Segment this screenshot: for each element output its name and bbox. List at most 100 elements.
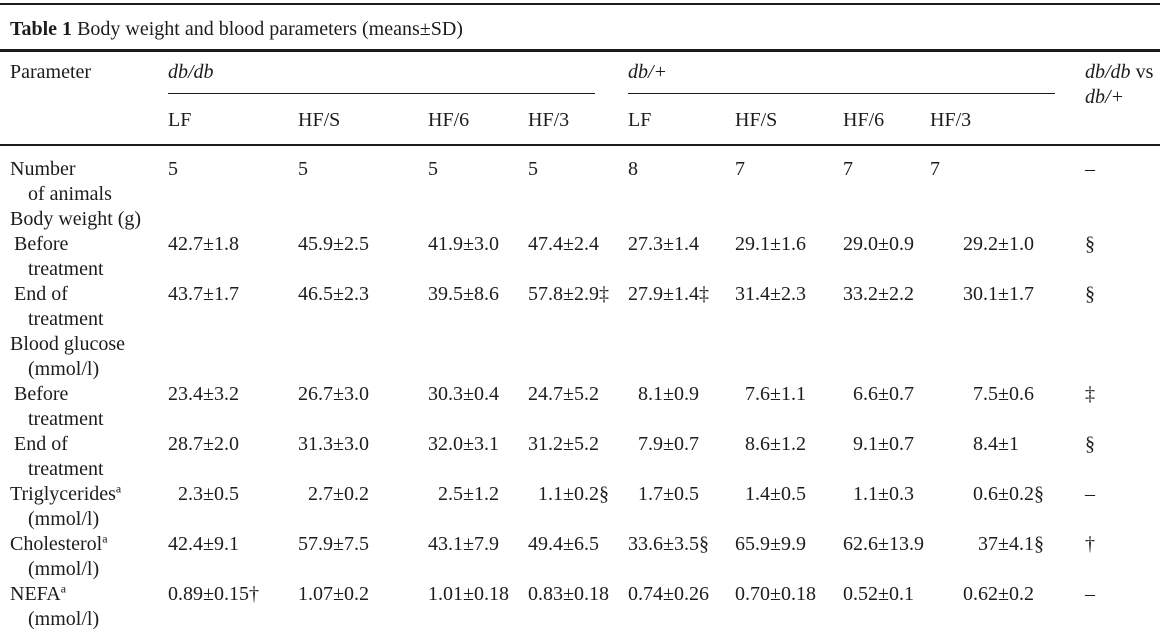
parameter-label-line: (mmol/l) bbox=[28, 358, 100, 380]
value-cell: 7.5±0.6 bbox=[930, 382, 1085, 407]
value-mean: 39.5 bbox=[428, 283, 463, 305]
value-mean: 8.6 bbox=[745, 433, 770, 455]
value-cell: 37±4.1§ bbox=[930, 532, 1085, 557]
value-mean: 2.3 bbox=[178, 483, 203, 505]
parameter-label-line: of animals bbox=[28, 183, 112, 205]
parameter-label-line: Blood glucose bbox=[10, 333, 125, 355]
value-cell: 30.1±1.7 bbox=[930, 282, 1085, 307]
value-cell: 27.9±1.4‡ bbox=[628, 283, 709, 305]
table-row: Before treatment 23.4±3.2 26.7±3.0 30.3±0.4 2… bbox=[10, 382, 1172, 432]
value-cell: 8.6±1.2 bbox=[735, 432, 843, 457]
table-row: Triglyceridesa (mmol/l) 2.3±0.5 2.7±0.2 2.5±… bbox=[10, 482, 1172, 532]
parameter-label-line: treatment bbox=[28, 308, 104, 330]
value-mean: 65.9 bbox=[735, 533, 770, 555]
column-header-dbdb-vs-dbplus: db/db vs db/+ bbox=[1085, 61, 1154, 108]
table-caption-label: Table 1 bbox=[10, 18, 73, 40]
subcolumn-header-lf: LF bbox=[168, 109, 192, 131]
value-cell: 1.4±0.5 bbox=[735, 482, 843, 507]
footnote-marker: a bbox=[115, 481, 122, 496]
value-cell: 7 bbox=[930, 158, 940, 180]
table-row: NEFAa (mmol/l) 0.89±0.15† 1.07±0.2 1.01±0.18… bbox=[10, 582, 1172, 632]
value-mean: 0.89 bbox=[168, 583, 203, 605]
value-mean: 1.7 bbox=[638, 483, 663, 505]
subcolumn-header-hfs: HF/S bbox=[298, 109, 341, 131]
value-cell: 33.6±3.5§ bbox=[628, 533, 709, 555]
parameter-label-line: treatment bbox=[28, 458, 104, 480]
table-caption: Table 1 Body weight and blood parameters… bbox=[0, 18, 1172, 45]
subcolumn-header-hf6: HF/6 bbox=[428, 109, 470, 131]
value-cell: 5 bbox=[298, 158, 308, 180]
value-cell: 7.9±0.7 bbox=[628, 432, 735, 457]
value-mean: 47.4 bbox=[528, 233, 563, 255]
value-mean: 24.7 bbox=[528, 383, 563, 405]
parameter-label-line: End of bbox=[14, 283, 68, 305]
value-mean: 7.6 bbox=[745, 383, 770, 405]
value-mean: 1.07 bbox=[298, 583, 333, 605]
table-head-rule bbox=[0, 49, 1160, 52]
value-mean: 57.8 bbox=[528, 283, 563, 305]
parameter-label: Body weight (g) bbox=[10, 207, 168, 232]
value-cell: 1.1±0.2§ bbox=[528, 482, 628, 507]
significance-cell: ‡ bbox=[1085, 383, 1095, 405]
subcolumn-header-lf: LF bbox=[628, 109, 652, 131]
paper-table-page: { "colors": { "ink": "#1c1c1c", "rule": … bbox=[0, 3, 1172, 635]
table-row: Cholesterola (mmol/l) 42.4±9.1 57.9±7.5 43.1… bbox=[10, 532, 1172, 582]
value-mean: 37 bbox=[978, 533, 998, 555]
table-top-rule bbox=[0, 3, 1160, 5]
parameter-label-line: (mmol/l) bbox=[28, 608, 100, 630]
value-cell: 8 bbox=[628, 158, 638, 180]
value-cell: 0.70±0.18 bbox=[735, 583, 816, 605]
value-cell: 31.2±5.2 bbox=[528, 433, 599, 455]
footnote-marker: a bbox=[60, 581, 67, 596]
value-cell: 45.9±2.5 bbox=[298, 233, 369, 255]
value-cell: 1.07±0.2 bbox=[298, 583, 369, 605]
value-mean: 0.83 bbox=[528, 583, 563, 605]
value-mean: 32.0 bbox=[428, 433, 463, 455]
footnote-marker: a bbox=[102, 531, 108, 546]
value-cell: 39.5±8.6 bbox=[428, 283, 499, 305]
value-cell: 31.3±3.0 bbox=[298, 433, 369, 455]
value-mean: 0.6 bbox=[973, 483, 998, 505]
value-cell: 1.1±0.3 bbox=[843, 482, 930, 507]
parameter-label: Cholesterola (mmol/l) bbox=[10, 532, 168, 582]
value-mean: 0.74 bbox=[628, 583, 663, 605]
group-header-dbplus: db/+ bbox=[628, 52, 1085, 96]
value-mean: 29.2 bbox=[963, 233, 998, 255]
value-mean: 8.4 bbox=[973, 433, 998, 455]
parameter-label-line: Number bbox=[10, 158, 76, 180]
value-mean: 33.2 bbox=[843, 283, 878, 305]
value-mean: 0.62 bbox=[963, 583, 998, 605]
value-mean: 2.7 bbox=[308, 483, 333, 505]
value-cell: 5 bbox=[168, 158, 178, 180]
value-mean: 43.1 bbox=[428, 533, 463, 555]
value-mean: 57.9 bbox=[298, 533, 333, 555]
table-subhead-rule bbox=[0, 144, 1160, 146]
significance-cell: § bbox=[1085, 233, 1095, 255]
value-cell: 43.7±1.7 bbox=[168, 283, 239, 305]
significance-cell: – bbox=[1085, 583, 1095, 605]
table-caption-text: Body weight and blood parameters (means±… bbox=[72, 18, 463, 40]
parameter-label: Number of animals bbox=[10, 157, 168, 207]
value-cell: 47.4±2.4 bbox=[528, 233, 599, 255]
subcolumn-header-hf3: HF/3 bbox=[930, 109, 972, 131]
value-cell: 23.4±3.2 bbox=[168, 383, 239, 405]
value-cell: 7 bbox=[735, 158, 745, 180]
value-mean: 7.9 bbox=[638, 433, 663, 455]
value-cell: 0.89±0.15† bbox=[168, 583, 259, 605]
parameter-label-line: (mmol/l) bbox=[28, 508, 100, 530]
significance-cell: § bbox=[1085, 433, 1095, 455]
parameter-label: Before treatment bbox=[10, 382, 168, 432]
value-cell: 65.9±9.9 bbox=[735, 533, 806, 555]
value-cell: 8.4±1 bbox=[930, 432, 1085, 457]
value-cell: 33.2±2.2 bbox=[843, 283, 914, 305]
value-cell: 1.01±0.18 bbox=[428, 583, 509, 605]
value-cell: 1.7±0.5 bbox=[628, 482, 735, 507]
value-cell: 29.1±1.6 bbox=[735, 233, 806, 255]
parameter-label-line: Triglyceridesa bbox=[10, 481, 122, 505]
value-mean: 0.52 bbox=[843, 583, 878, 605]
table-row: End of treatment 43.7±1.7 46.5±2.3 39.5±8.6 5… bbox=[10, 282, 1172, 332]
value-mean: 30.1 bbox=[963, 283, 998, 305]
value-mean: 46.5 bbox=[298, 283, 333, 305]
table-row: Blood glucose (mmol/l) bbox=[10, 332, 1172, 382]
value-mean: 9.1 bbox=[853, 433, 878, 455]
